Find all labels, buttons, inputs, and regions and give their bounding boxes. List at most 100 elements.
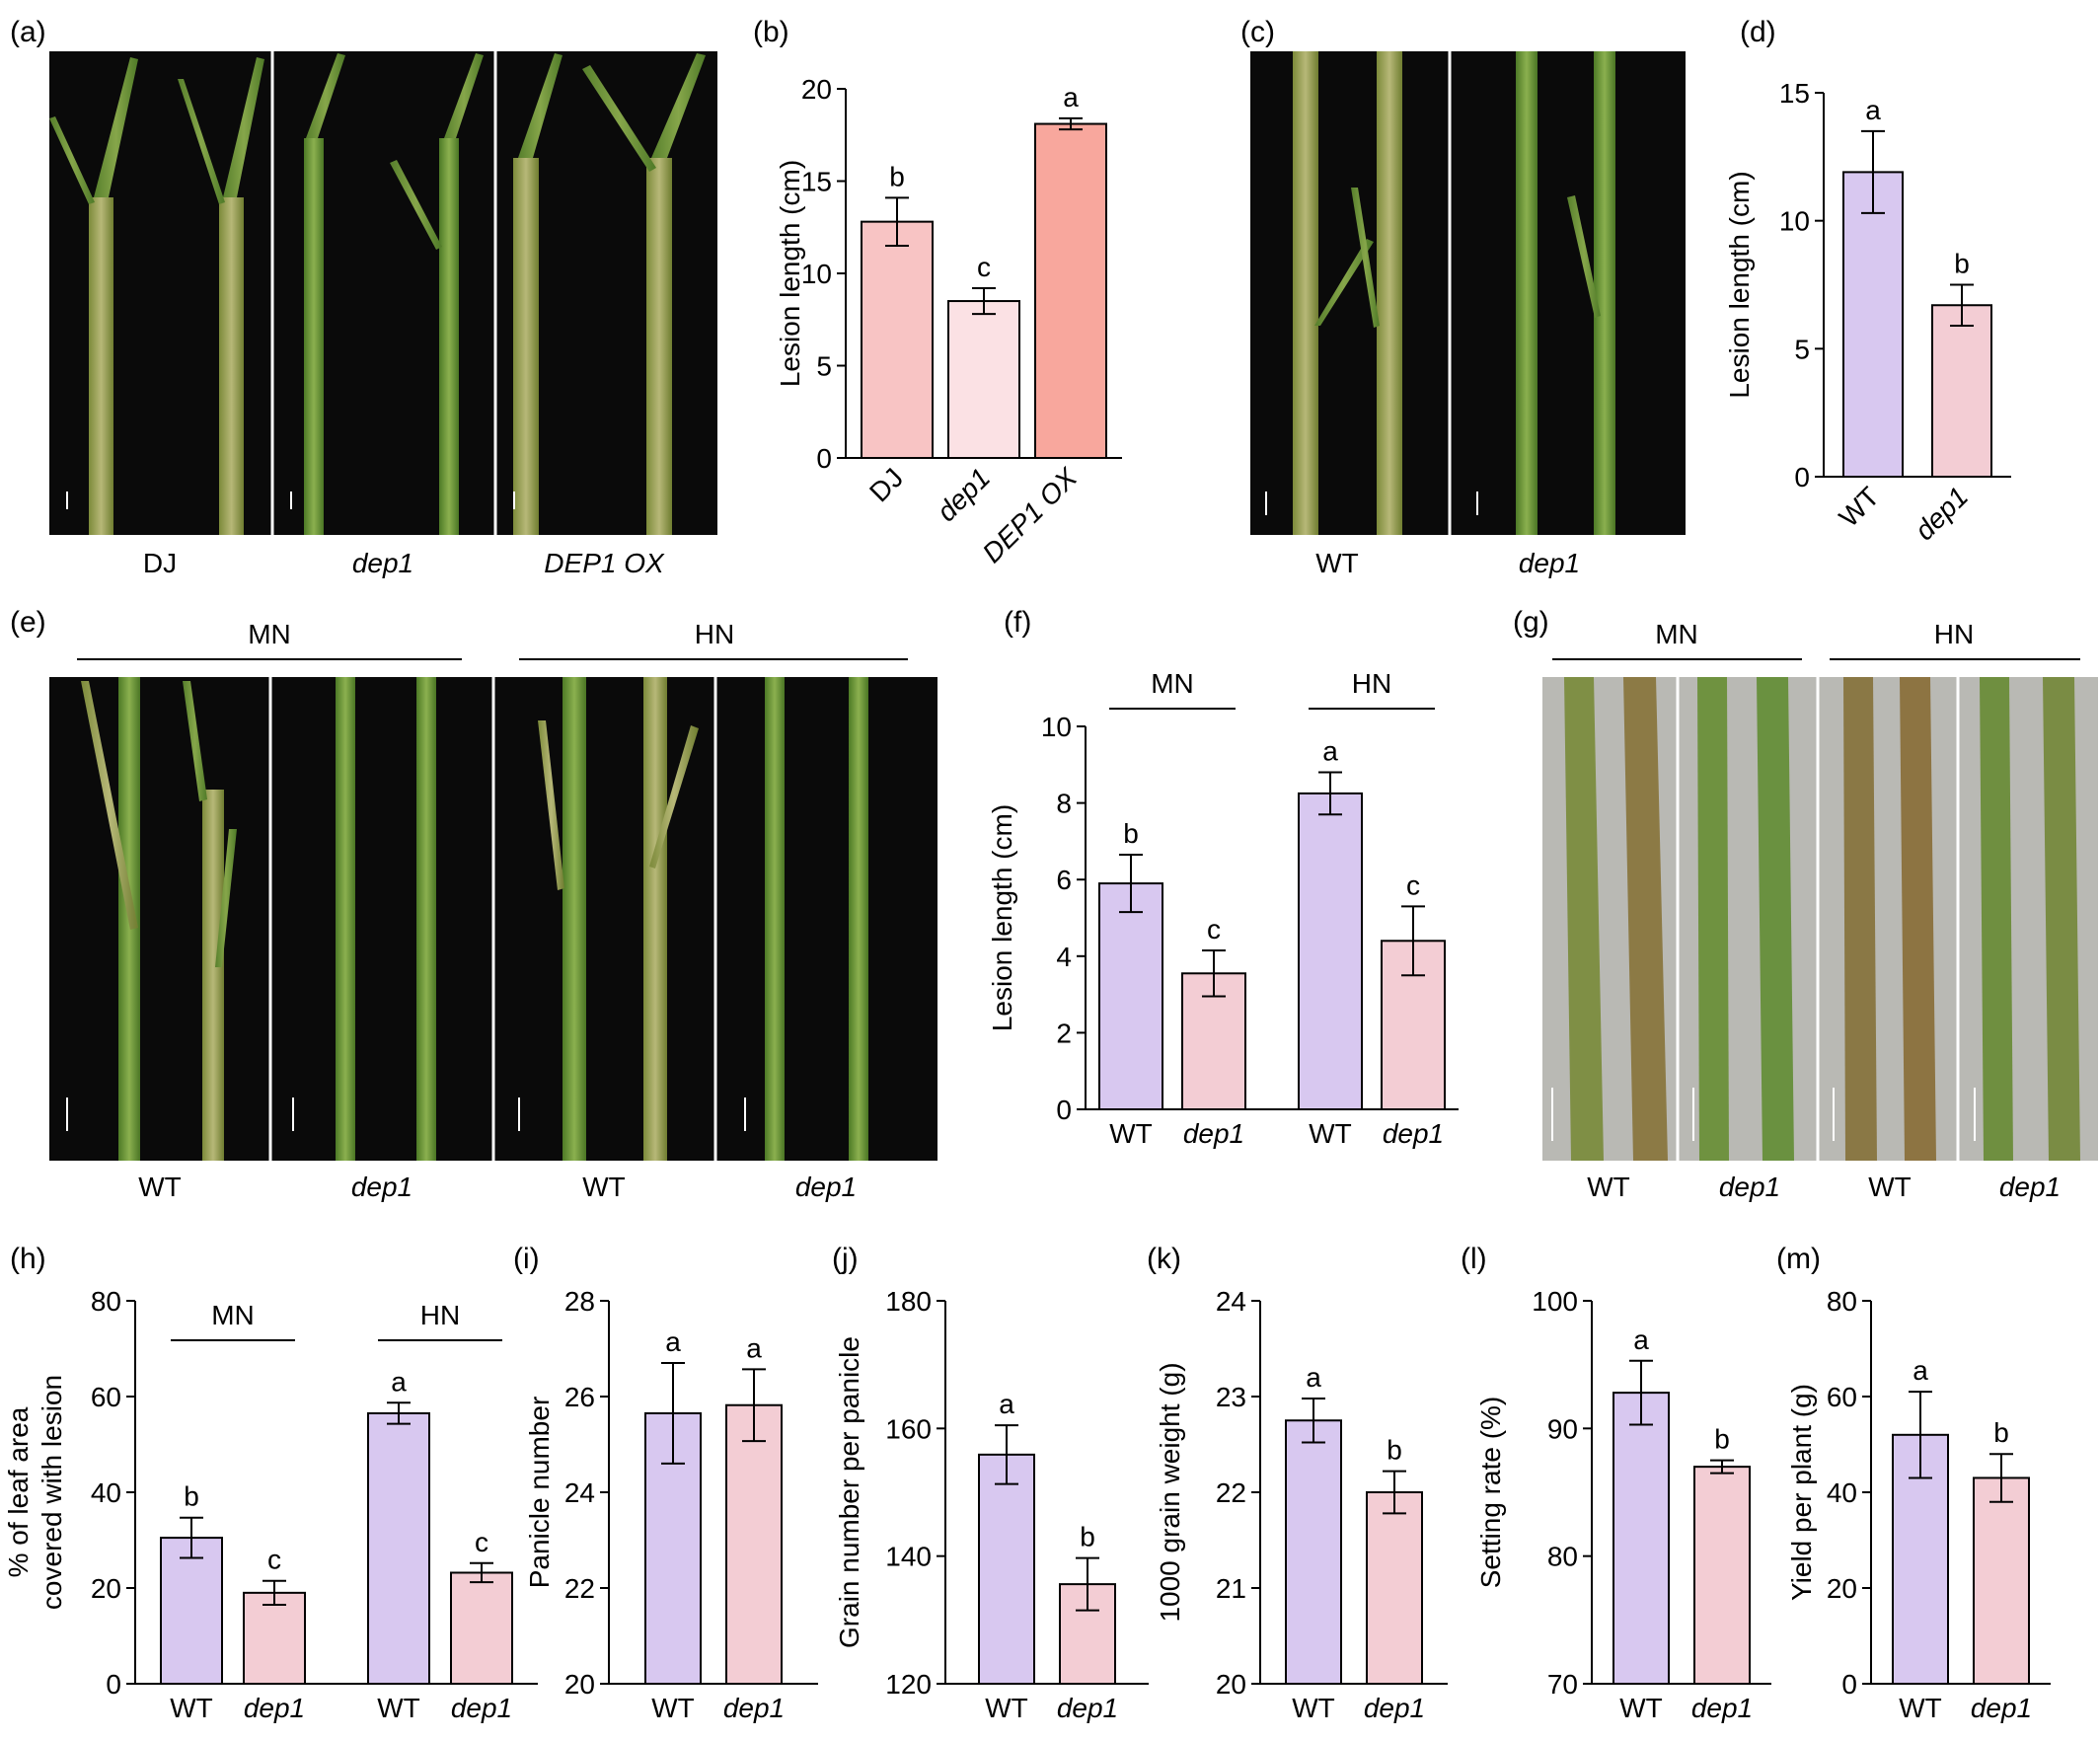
y-tick-label-i: 26 xyxy=(564,1382,595,1412)
y-tick-label-h: 0 xyxy=(106,1669,121,1700)
significance-letter-d-1: b xyxy=(1954,249,1970,279)
x-tick-label-b-1: dep1 xyxy=(931,462,996,527)
x-tick-label-d-0: WT xyxy=(1834,481,1886,533)
photo-a-caption-dj: DJ xyxy=(143,548,177,578)
y-tick-label-m: 0 xyxy=(1841,1669,1857,1700)
y-tick-label-d: 0 xyxy=(1794,462,1810,492)
photo-c-caption-wt: WT xyxy=(1315,548,1359,578)
leaf-e-2 xyxy=(183,681,207,801)
y-axis-label-m: Yield per plant (g) xyxy=(1786,1384,1817,1601)
y-tick-label-k: 23 xyxy=(1216,1382,1246,1412)
y-tick-label-i: 20 xyxy=(564,1669,595,1700)
y-tick-label-j: 120 xyxy=(885,1669,932,1700)
x-tick-label-f-1: dep1 xyxy=(1183,1118,1244,1149)
bar-f-2 xyxy=(1298,792,1363,1111)
stem-e-4 xyxy=(416,677,436,1161)
y-tick-label-b: 10 xyxy=(801,259,832,289)
photo-e-caption-4: dep1 xyxy=(795,1172,857,1202)
chart-m: (m) 0 20 40 60 80 Yield per plant (g) a WT b dep1 xyxy=(1776,1243,2051,1723)
leaf-ox-2 xyxy=(582,65,656,172)
bar-b-0 xyxy=(861,220,934,459)
bar-b-1 xyxy=(947,300,1020,459)
stem-dep1-c-2 xyxy=(1594,51,1615,535)
bar-l-1 xyxy=(1693,1466,1751,1685)
chart-i: (i) 20 22 24 26 28 Panicle number a WT a dep1 xyxy=(513,1243,818,1723)
group-label-f-1: HN xyxy=(1352,668,1391,699)
stem-dep1-c-1 xyxy=(1516,51,1538,535)
photo-g-caption-2: dep1 xyxy=(1719,1172,1780,1202)
photo-g-caption-1: WT xyxy=(1587,1172,1630,1202)
x-tick-label-m-1: dep1 xyxy=(1971,1693,2032,1723)
y-tick-label-f: 0 xyxy=(1056,1095,1072,1125)
bar-m-1 xyxy=(1973,1476,2030,1685)
chart-h: (h) 0 20 40 60 80 % of leaf area covered with l… xyxy=(3,1243,538,1723)
y-tick-label-k: 24 xyxy=(1216,1286,1246,1317)
stem-e-2 xyxy=(202,790,224,1161)
x-tick-label-f-2: WT xyxy=(1309,1118,1352,1149)
y-axis-label-h: % of leaf area xyxy=(3,1406,34,1577)
significance-letter-h-2: a xyxy=(391,1366,407,1397)
panel-e: (e) MN HN WT dep1 WT dep1 xyxy=(10,606,938,1202)
y-tick-label-m: 40 xyxy=(1827,1477,1857,1508)
photo-e-group-hn: HN xyxy=(695,619,734,649)
leaf-e-4 xyxy=(538,720,564,890)
x-tick-label-k-0: WT xyxy=(1292,1693,1335,1723)
x-tick-label-k-1: dep1 xyxy=(1364,1693,1425,1723)
panel-e-label: (e) xyxy=(10,606,46,639)
y-tick-label-f: 6 xyxy=(1056,865,1072,895)
leaf-dep1-c-1 xyxy=(1567,195,1601,318)
significance-letter-j-0: a xyxy=(999,1389,1014,1419)
stem-e-8 xyxy=(849,677,868,1161)
y-tick-label-b: 5 xyxy=(816,351,832,382)
significance-letter-h-3: c xyxy=(475,1527,488,1557)
bar-f-0 xyxy=(1098,882,1163,1111)
bar-h-1 xyxy=(243,1591,306,1685)
panel-c-label: (c) xyxy=(1240,16,1275,48)
significance-letter-m-1: b xyxy=(1993,1417,2009,1448)
panel-j-label: (j) xyxy=(832,1243,859,1275)
group-label-h-0: MN xyxy=(211,1300,255,1330)
panel-g: (g) MN HN WT dep1 WT dep1 xyxy=(1513,606,2098,1202)
y-axis-label-b: Lesion length (cm) xyxy=(775,160,805,387)
y-tick-label-m: 80 xyxy=(1827,1286,1857,1317)
stem-ox-2 xyxy=(646,158,672,535)
panel-a-label: (a) xyxy=(10,16,46,48)
panel-b-label: (b) xyxy=(753,16,789,48)
leaf-dj-1 xyxy=(94,57,138,197)
chart-b: (b) 0 5 10 15 20 Lesion length (cm) b DJ c dep1 a DE… xyxy=(753,16,1122,568)
leaf-g-3 xyxy=(1697,677,1729,1161)
stem-e-7 xyxy=(765,677,785,1161)
bar-l-0 xyxy=(1612,1392,1670,1685)
photo-e-caption-1: WT xyxy=(138,1172,182,1202)
significance-letter-l-0: a xyxy=(1633,1324,1649,1355)
leaf-wt-c-2 xyxy=(1351,188,1380,328)
y-tick-label-f: 2 xyxy=(1056,1018,1072,1048)
significance-letter-b-2: a xyxy=(1063,82,1079,113)
y-axis-label-j: Grain number per panicle xyxy=(834,1336,864,1648)
significance-letter-i-0: a xyxy=(665,1326,681,1357)
photo-g-group-mn: MN xyxy=(1655,619,1698,649)
leaf-dep1-a-1 xyxy=(306,53,345,138)
y-tick-label-f: 10 xyxy=(1041,712,1072,742)
photo-a-caption-ox: DEP1 OX xyxy=(544,548,665,578)
y-axis-label-f: Lesion length (cm) xyxy=(987,804,1017,1031)
photo-g-caption-3: WT xyxy=(1868,1172,1912,1202)
leaf-g-2 xyxy=(1623,677,1668,1161)
y-tick-label-i: 22 xyxy=(564,1573,595,1604)
stem-ox-1 xyxy=(513,158,539,535)
x-tick-label-h-3: dep1 xyxy=(451,1693,512,1723)
panel-h-label: (h) xyxy=(10,1243,46,1275)
y-tick-label-k: 22 xyxy=(1216,1477,1246,1508)
panel-d-label: (d) xyxy=(1740,16,1776,48)
leaf-dep1-a-3 xyxy=(444,53,484,138)
chart-f: (f) 0 2 4 6 8 10 Lesion length (cm) b WT c dep1 a WT c… xyxy=(987,606,1459,1149)
leaf-dj-2 xyxy=(49,116,95,204)
y-axis-label-d: Lesion length (cm) xyxy=(1724,171,1755,398)
chart-d: (d) 0 5 10 15 Lesion length (cm) a WT b dep1 xyxy=(1724,16,2011,546)
y-tick-label-l: 70 xyxy=(1547,1669,1578,1700)
panel-i-label: (i) xyxy=(513,1243,540,1275)
x-tick-label-h-1: dep1 xyxy=(244,1693,305,1723)
y-tick-label-j: 180 xyxy=(885,1286,932,1317)
significance-letter-f-1: c xyxy=(1207,914,1221,945)
bar-i-1 xyxy=(725,1403,783,1685)
